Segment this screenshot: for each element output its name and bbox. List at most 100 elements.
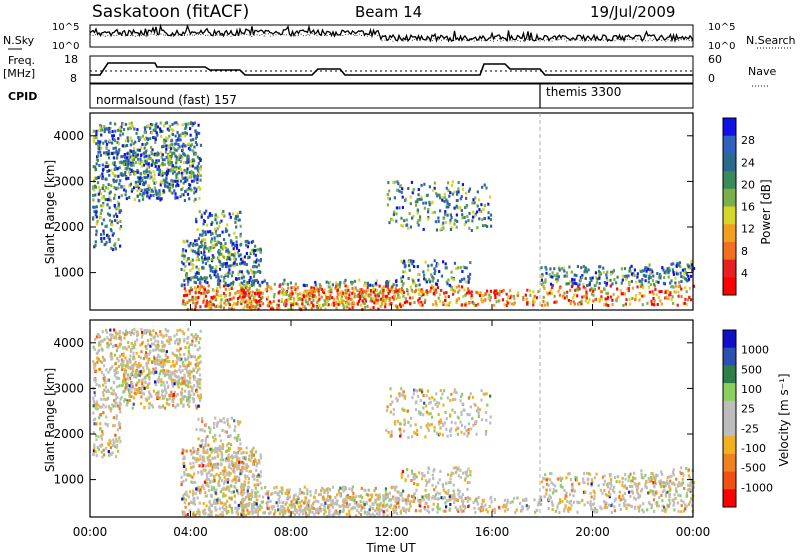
range-cell [467,301,470,305]
range-cell [374,486,377,490]
range-cell [317,500,320,504]
range-cell [233,494,236,498]
range-cell [150,190,153,194]
range-cell [177,379,180,382]
range-cell [107,183,110,187]
range-cell [208,214,211,218]
range-cell [128,158,131,162]
range-cell [176,157,179,161]
range-cell [350,280,353,284]
range-cell [561,295,564,299]
range-cell [183,153,186,157]
range-cell [125,197,128,201]
range-cell [140,335,144,339]
range-cell [144,381,147,385]
range-cell [209,464,212,468]
range-cell [316,306,319,310]
range-cell [106,203,109,207]
range-cell [420,195,423,199]
range-cell [508,301,511,305]
range-cell [174,154,177,158]
range-cell [173,189,176,193]
range-cell [131,158,134,162]
range-cell [296,286,299,290]
range-cell [231,454,234,458]
range-cell [623,292,626,296]
range-cell [240,487,243,491]
range-cell [196,368,200,372]
range-cell [199,454,202,458]
range-cell [122,173,125,177]
range-cell [250,450,253,454]
range-cell [254,495,257,499]
range-cell [93,347,96,351]
range-cell [102,393,105,397]
range-cell [404,297,407,301]
range-cell [97,357,100,361]
range-cell [481,185,484,189]
range-cell [303,485,306,489]
range-cell [184,379,187,383]
range-cell [319,285,322,289]
range-cell [311,290,314,294]
range-cell [111,130,114,133]
range-cell [398,303,402,307]
range-cell [185,178,188,182]
range-cell [441,196,444,200]
range-cell [176,329,179,333]
range-cell [556,272,559,276]
range-cell [412,214,415,218]
range-cell [443,200,446,204]
range-cell [502,288,505,292]
range-cell [140,342,143,346]
range-cell [103,388,106,392]
range-cell [424,260,427,264]
range-cell [241,497,244,501]
range-cell [162,178,165,182]
range-cell [280,486,283,490]
range-cell [256,505,260,509]
range-cell [166,355,169,359]
range-cell [191,164,194,168]
range-cell [645,274,648,278]
range-cell [598,299,601,303]
range-cell [663,276,666,279]
range-cell [187,160,190,164]
range-cell [542,284,545,288]
range-cell [126,166,129,170]
range-cell [183,470,186,474]
range-cell [228,268,231,272]
range-cell [288,488,291,492]
range-cell [533,300,536,304]
range-cell [676,303,679,307]
range-cell [140,164,144,168]
range-cell [187,147,191,151]
range-cell [100,133,103,137]
range-cell [532,303,535,307]
range-cell [205,299,208,303]
range-cell [367,283,370,287]
range-cell [205,478,208,482]
range-cell [263,279,266,283]
range-cell [327,290,330,294]
range-cell [182,177,185,181]
colorbar-tick-label: 28 [741,134,755,147]
range-cell [461,270,464,273]
range-cell [293,502,296,506]
range-cell [139,161,142,165]
range-cell [204,439,207,443]
range-cell [278,495,281,499]
range-cell [411,296,414,300]
range-cell [92,404,95,408]
range-cell [221,458,225,462]
range-cell [136,365,139,369]
range-cell [350,302,353,306]
range-cell [147,173,150,177]
range-cell [170,377,173,381]
range-cell [149,329,152,333]
range-cell [244,514,247,518]
range-cell [139,391,142,394]
range-cell [455,298,458,302]
range-cell [439,299,442,303]
range-cell [501,505,505,509]
